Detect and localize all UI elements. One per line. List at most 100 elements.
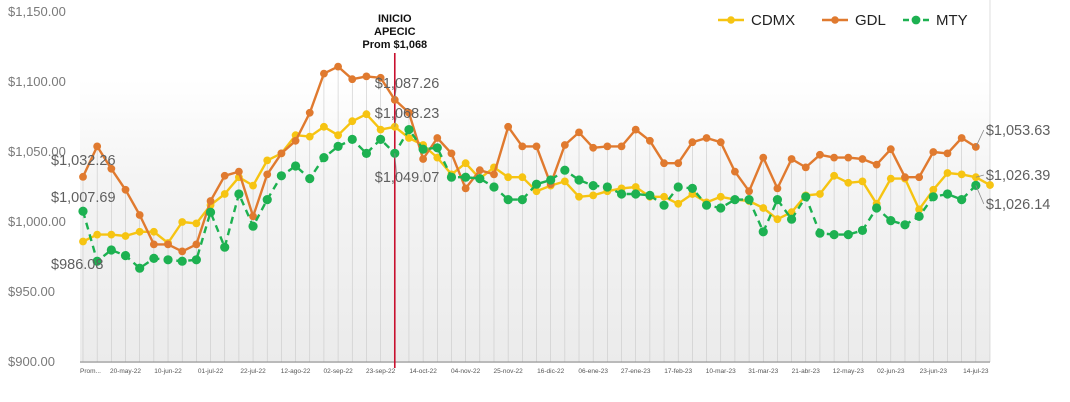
point-mty-4: [135, 263, 145, 273]
point-mty-57: [886, 216, 896, 226]
point-mty-31: [517, 195, 527, 205]
point-cdmx-62: [957, 170, 966, 179]
point-cdmx-17: [320, 122, 328, 131]
point-mty-34: [560, 165, 570, 175]
point-gdl-16: [305, 108, 314, 117]
point-gdl-49: [773, 184, 782, 193]
x-tick-label-12: 06-ene-23: [578, 368, 608, 375]
point-gdl-56: [872, 160, 881, 169]
point-gdl-24: [419, 155, 428, 163]
point-gdl-47: [745, 187, 753, 196]
point-mty-7: [177, 256, 187, 266]
point-gdl-57: [886, 145, 895, 154]
point-cdmx-23: [405, 134, 413, 142]
point-cdmx-36: [589, 191, 598, 200]
point-gdl-30: [504, 122, 513, 131]
y-tick-label-1: $950.00: [8, 284, 55, 299]
point-mty-35: [574, 175, 584, 185]
reference-label-line-0: INICIO: [378, 13, 412, 25]
point-gdl-26: [447, 149, 456, 158]
point-gdl-21: [376, 73, 385, 82]
point-mty-5: [149, 253, 159, 263]
point-mty-43: [687, 183, 697, 193]
point-mty-1: [92, 256, 102, 266]
x-tick-label-7: 23-sep-22: [366, 368, 396, 375]
x-tick-label-11: 16-dic-22: [537, 368, 564, 375]
point-gdl-10: [220, 171, 229, 180]
point-gdl-38: [617, 142, 626, 151]
point-mty-28: [475, 174, 485, 184]
point-mty-20: [361, 148, 372, 158]
point-gdl-14: [277, 149, 286, 158]
y-tick-label-4: $1,100.00: [8, 74, 66, 89]
point-gdl-40: [645, 136, 654, 145]
x-tick-label-17: 21-abr-23: [792, 368, 821, 375]
point-gdl-32: [532, 142, 541, 151]
point-gdl-61: [943, 149, 952, 158]
point-mty-58: [900, 220, 910, 230]
legend-marker-gdl: [831, 16, 839, 24]
point-cdmx-12: [249, 181, 257, 190]
point-gdl-45: [716, 138, 725, 147]
point-gdl-11: [234, 167, 243, 176]
point-mty-6: [163, 255, 173, 265]
point-gdl-48: [759, 153, 768, 162]
point-cdmx-34: [560, 177, 569, 186]
point-cdmx-4: [135, 227, 144, 236]
annotation-label-0: $1,032.26: [51, 153, 116, 169]
point-cdmx-21: [376, 125, 385, 134]
annotation-label-4: $1,068.23: [375, 106, 440, 122]
point-cdmx-64: [986, 181, 994, 189]
point-mty-17: [319, 153, 329, 163]
point-mty-46: [730, 195, 740, 205]
annotation-label-6: $1,053.63: [986, 123, 1051, 139]
point-gdl-15: [291, 136, 300, 145]
annotation-leader-8: [975, 185, 985, 205]
point-cdmx-10: [220, 190, 229, 198]
annotations: $1,032.26 $1,007.69 $986.08 $1,087.26 $1,068…: [51, 76, 1050, 273]
x-tick-label-14: 17-feb-23: [664, 368, 692, 375]
point-cdmx-61: [943, 169, 952, 177]
point-cdmx-19: [348, 117, 357, 126]
point-cdmx-39: [631, 183, 640, 191]
point-mty-37: [602, 182, 612, 192]
legend-label-cdmx: CDMX: [751, 12, 795, 29]
point-cdmx-13: [263, 156, 272, 165]
point-mty-52: [815, 228, 825, 238]
point-gdl-43: [688, 138, 697, 147]
point-mty-33: [546, 175, 556, 185]
point-mty-21: [376, 134, 386, 144]
point-gdl-9: [206, 197, 215, 205]
x-tick-label-3: 01-jul-22: [198, 368, 224, 375]
x-tick-label-15: 10-mar-23: [706, 368, 736, 375]
point-mty-41: [659, 200, 669, 210]
legend-label-mty: MTY: [936, 12, 968, 29]
y-tick-label-5: $1,150.00: [8, 4, 66, 19]
point-gdl-58: [901, 173, 909, 182]
point-gdl-27: [461, 184, 470, 193]
point-gdl-51: [801, 163, 810, 172]
point-gdl-4: [135, 211, 144, 219]
annotation-leader-5: [394, 153, 398, 178]
point-gdl-44: [702, 134, 711, 142]
point-mty-39: [631, 189, 641, 199]
point-mty-59: [914, 211, 924, 221]
point-cdmx-53: [830, 171, 839, 180]
point-gdl-19: [348, 75, 357, 84]
point-cdmx-42: [674, 199, 683, 208]
point-mty-54: [843, 230, 853, 240]
point-mty-3: [120, 251, 131, 261]
point-cdmx-35: [575, 192, 583, 201]
point-gdl-60: [929, 148, 938, 156]
point-gdl-37: [603, 142, 612, 151]
point-mty-40: [645, 190, 655, 200]
point-mty-23: [404, 125, 414, 135]
x-tick-label-20: 23-jun-23: [920, 368, 948, 375]
point-cdmx-54: [844, 178, 853, 187]
point-mty-45: [716, 203, 726, 213]
point-mty-38: [616, 189, 627, 199]
point-mty-48: [758, 227, 768, 237]
x-tick-label-0: Prom...: [80, 368, 101, 375]
point-mty-24: [418, 144, 428, 154]
